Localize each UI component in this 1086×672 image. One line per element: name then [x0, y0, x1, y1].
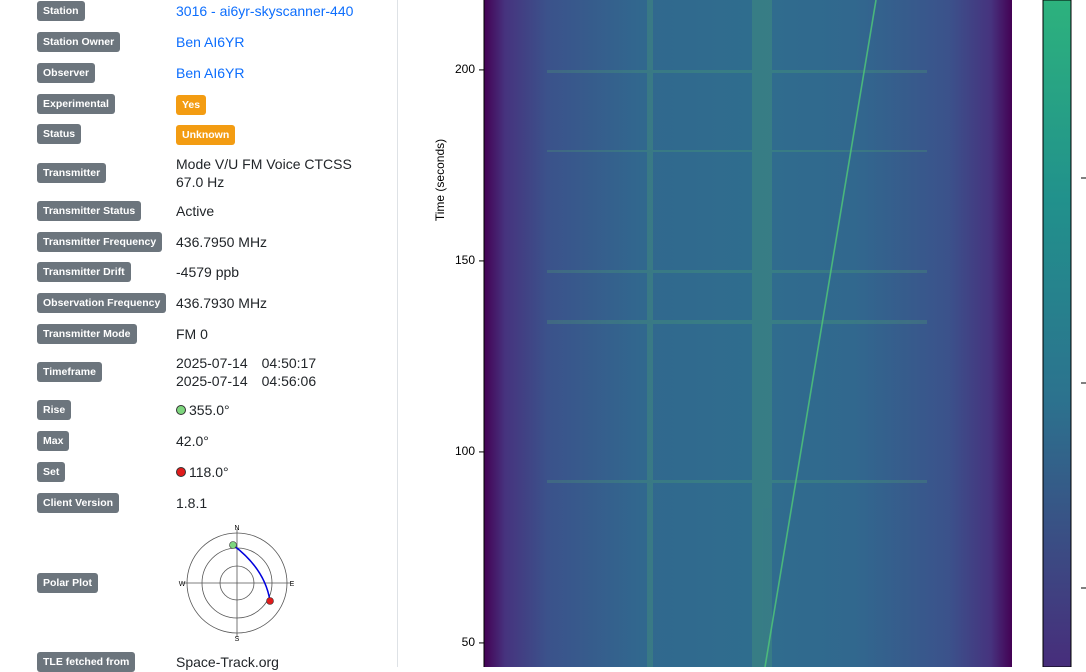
field-label: Transmitter Frequency	[37, 232, 163, 252]
field-value: N E S W	[176, 525, 376, 645]
value-text: 436.7930 MHz	[176, 295, 268, 311]
field-label: Transmitter Mode	[37, 324, 137, 344]
field-value: FM 0	[176, 325, 376, 343]
field-label: Set	[37, 462, 66, 482]
waterfall-image	[484, 0, 1012, 667]
value-text: -4579 ppb	[176, 264, 240, 280]
value-text: FM 0	[176, 326, 208, 342]
marker-dot	[176, 467, 186, 477]
compass-label: W	[179, 581, 186, 588]
status-badge: Yes	[176, 95, 207, 115]
set-point	[266, 597, 274, 605]
field-value: 355.0°	[176, 401, 376, 419]
field-label: Station Owner	[37, 32, 121, 52]
value-text: Mode V/U FM Voice CTCSS 67.0 Hz	[176, 156, 352, 190]
rise-point	[229, 541, 237, 549]
value-text: 118.0°	[189, 464, 229, 480]
colorbar	[1042, 0, 1072, 667]
field-value: Yes	[176, 94, 376, 115]
value-text[interactable]: Ben AI6YR	[176, 65, 245, 81]
value-text: 1.8.1	[176, 495, 208, 511]
field-value: 42.0°	[176, 432, 376, 450]
time-line: 2025-07-14 04:50:17	[176, 354, 376, 372]
field-value: Unknown	[176, 124, 376, 145]
value-text: 42.0°	[176, 433, 209, 449]
compass-label: E	[290, 581, 295, 588]
field-label: Rise	[37, 400, 72, 420]
field-label: Observation Frequency	[37, 293, 167, 313]
time-line: 2025-07-14 04:56:06	[176, 372, 376, 390]
value-text: 436.7950 MHz	[176, 234, 268, 250]
observation-details: Station 3016 - ai6yr-skyscanner-440 Statio…	[0, 0, 398, 672]
field-value: 436.7930 MHz	[176, 294, 376, 312]
value-text: Active	[176, 203, 215, 219]
field-label: Status	[37, 124, 82, 144]
field-value: Mode V/U FM Voice CTCSS 67.0 Hz	[176, 155, 376, 191]
field-label: Timeframe	[37, 362, 102, 382]
field-value: 118.0°	[176, 463, 376, 481]
polar-plot: N E S W	[179, 525, 295, 643]
y-axis-label: Time (seconds)	[433, 139, 447, 221]
status-badge: Unknown	[176, 125, 236, 145]
field-label: Transmitter	[37, 163, 107, 183]
waterfall: Time (seconds) 50 100 150 200	[433, 0, 1086, 667]
field-value: 436.7950 MHz	[176, 233, 376, 251]
field-value: Ben AI6YR	[176, 33, 376, 51]
pass-track	[232, 544, 271, 602]
field-label: Station	[37, 1, 85, 21]
field-value: Space-Track.org	[176, 653, 376, 671]
field-value: 2025-07-14 04:50:17 2025-07-14 04:56:06	[176, 354, 376, 390]
field-value: 1.8.1	[176, 494, 376, 512]
field-label: Max	[37, 431, 70, 451]
noise-bands	[547, 0, 927, 667]
field-value: Active	[176, 202, 376, 220]
compass-label: N	[234, 525, 239, 532]
time: 04:56:06	[261, 373, 317, 389]
y-tick-label: 50	[462, 635, 476, 649]
marker-dot	[176, 405, 186, 415]
field-value: 3016 - ai6yr-skyscanner-440	[176, 2, 376, 20]
date: 2025-07-14	[176, 355, 248, 371]
field-label: Observer	[37, 63, 96, 83]
field-label: Experimental	[37, 94, 115, 114]
field-value: -4579 ppb	[176, 263, 376, 281]
value-text[interactable]: Ben AI6YR	[176, 34, 245, 50]
field-label: TLE fetched from	[37, 652, 136, 672]
field-value: Ben AI6YR	[176, 64, 376, 82]
field-label: Transmitter Status	[37, 201, 142, 221]
field-label: Client Version	[37, 493, 120, 513]
y-tick-label: 150	[455, 253, 475, 267]
field-label: Transmitter Drift	[37, 262, 131, 282]
y-tick-label: 200	[455, 62, 475, 76]
compass-label: S	[235, 636, 240, 641]
colorbar-ticks	[1081, 177, 1086, 589]
value-text: 355.0°	[189, 402, 230, 418]
value-text[interactable]: 3016 - ai6yr-skyscanner-440	[176, 3, 354, 19]
signal-trace	[764, 0, 877, 667]
value-text: Space-Track.org	[176, 654, 279, 670]
field-label: Polar Plot	[37, 573, 99, 593]
date: 2025-07-14	[176, 373, 248, 389]
y-tick-label: 100	[455, 444, 475, 458]
time: 04:50:17	[261, 355, 317, 371]
